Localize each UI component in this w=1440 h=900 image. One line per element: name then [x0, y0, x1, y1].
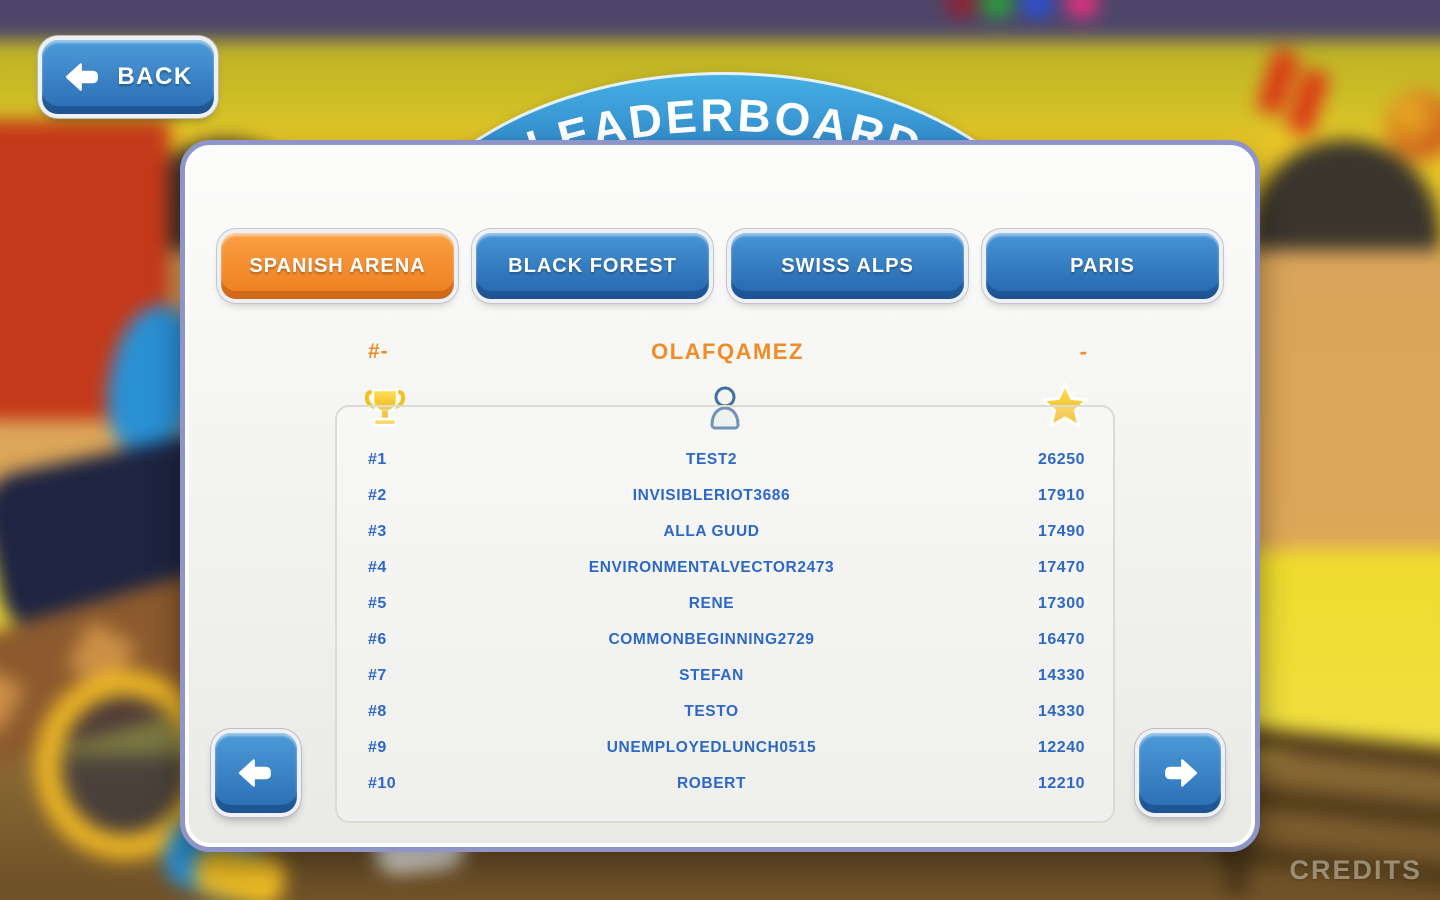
row-score: 16470	[1038, 631, 1085, 648]
back-button[interactable]: BACK	[42, 40, 214, 114]
table-row: #9 UNEMPLOYEDLUNCH0515 12240	[335, 730, 1115, 766]
leaderboard-rows: #1 TEST2 26250 #2 INVISIBLERIOT3686 1791…	[335, 442, 1115, 802]
tab-swiss-alps[interactable]: SWISS ALPS	[731, 233, 964, 299]
row-rank: #6	[368, 631, 387, 648]
row-name: STEFAN	[679, 667, 744, 684]
arrow-left-icon	[66, 63, 99, 91]
row-score: 17300	[1038, 595, 1085, 612]
player-summary-row: #- OLAFQAMEZ -	[335, 335, 1115, 369]
arrow-left-icon	[238, 759, 271, 787]
arena-tabs: SPANISH ARENA BLACK FOREST SWISS ALPS PA…	[185, 233, 1255, 299]
row-score: 12210	[1038, 775, 1085, 792]
background-balloon	[1020, 0, 1054, 18]
row-name: RENE	[688, 595, 735, 612]
table-row: #5 RENE 17300	[335, 586, 1115, 622]
table-row: #10 ROBERT 12210	[335, 766, 1115, 802]
row-name: INVISIBLERIOT3686	[632, 487, 791, 504]
table-row: #2 INVISIBLERIOT3686 17910	[335, 478, 1115, 514]
previous-page-button[interactable]	[215, 733, 297, 813]
background-balloon	[945, 0, 979, 18]
row-name: ENVIRONMENTALVECTOR2473	[588, 559, 835, 576]
tab-spanish-arena[interactable]: SPANISH ARENA	[221, 233, 454, 299]
row-rank: #8	[368, 703, 387, 720]
background-balloon	[980, 0, 1014, 18]
row-name: TESTO	[684, 703, 739, 720]
row-score: 26250	[1038, 451, 1085, 468]
row-score: 17470	[1038, 559, 1085, 576]
table-row: #3 ALLA GUUD 17490	[335, 514, 1115, 550]
leaderboard-list-box	[335, 405, 1115, 823]
row-rank: #5	[368, 595, 387, 612]
row-score: 17490	[1038, 523, 1085, 540]
tab-black-forest[interactable]: BLACK FOREST	[476, 233, 709, 299]
row-name: ALLA GUUD	[663, 523, 760, 540]
arrow-right-icon	[1165, 759, 1198, 787]
player-score: -	[1079, 339, 1087, 364]
next-page-button[interactable]	[1139, 733, 1221, 813]
background-balloon	[1065, 0, 1099, 18]
row-score: 14330	[1038, 703, 1085, 720]
player-rank: #-	[368, 340, 389, 363]
row-rank: #4	[368, 559, 387, 576]
back-button-label: BACK	[117, 63, 193, 90]
table-row: #8 TESTO 14330	[335, 694, 1115, 730]
row-score: 17910	[1038, 487, 1085, 504]
credits-button[interactable]: CREDITS	[1289, 855, 1422, 885]
row-name: TEST2	[685, 451, 738, 468]
table-row: #6 COMMONBEGINNING2729 16470	[335, 622, 1115, 658]
table-row: #4 ENVIRONMENTALVECTOR2473 17470	[335, 550, 1115, 586]
row-name: UNEMPLOYEDLUNCH0515	[606, 739, 817, 756]
row-rank: #10	[368, 775, 397, 792]
tab-paris[interactable]: PARIS	[986, 233, 1219, 299]
row-rank: #2	[368, 487, 387, 504]
row-rank: #1	[368, 451, 387, 468]
row-rank: #7	[368, 667, 387, 684]
row-score: 12240	[1038, 739, 1085, 756]
table-row: #1 TEST2 26250	[335, 442, 1115, 478]
row-name: ROBERT	[676, 775, 747, 792]
background-ball	[1385, 90, 1440, 160]
row-score: 14330	[1038, 667, 1085, 684]
row-rank: #3	[368, 523, 387, 540]
player-name: OLAFQAMEZ	[651, 339, 804, 364]
table-row: #7 STEFAN 14330	[335, 658, 1115, 694]
row-name: COMMONBEGINNING2729	[608, 631, 815, 648]
leaderboard-panel: SPANISH ARENA BLACK FOREST SWISS ALPS PA…	[180, 140, 1260, 852]
row-rank: #9	[368, 739, 387, 756]
